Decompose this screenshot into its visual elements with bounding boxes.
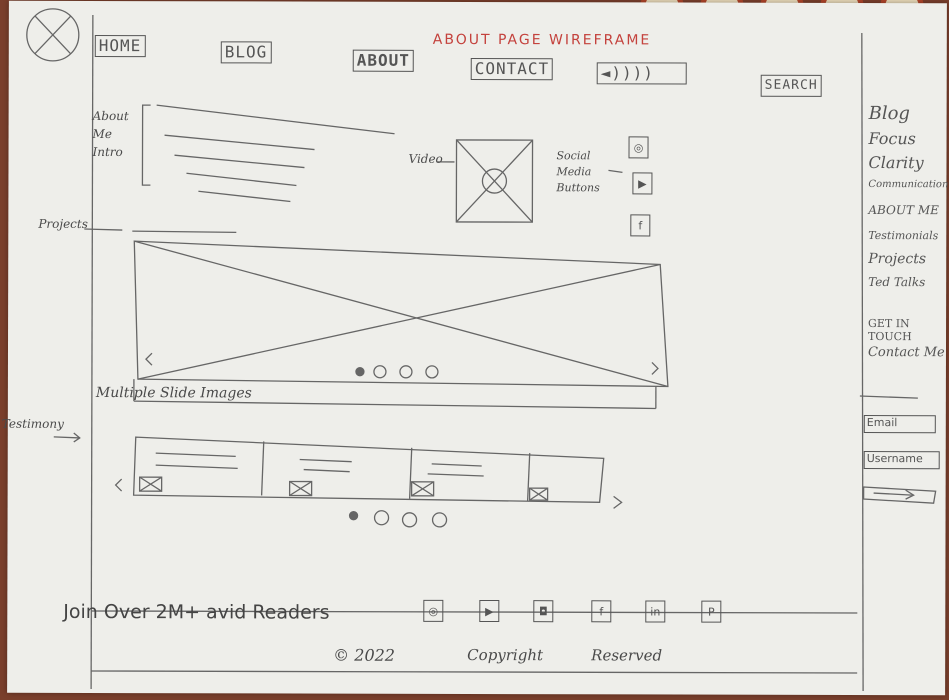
social-media-buttons-label: Social Media Buttons	[556, 149, 600, 195]
audio-speaker-button[interactable]: ◄))))	[596, 62, 687, 85]
pinterest-icon[interactable]: ◎	[628, 136, 649, 159]
sidebar-item-focus[interactable]: Focus	[868, 129, 916, 149]
reserved-text: Reserved	[591, 646, 663, 665]
sidebar-item-ted-talks[interactable]: Ted Talks	[868, 275, 926, 290]
copyright-year: © 2022	[333, 645, 396, 665]
testimony-label: Testimony	[1, 416, 64, 431]
sidebar-item-blog[interactable]: Blog	[868, 103, 910, 125]
copyright-text: Copyright	[467, 645, 544, 665]
video-label: Video	[408, 151, 443, 166]
pinterest-icon[interactable]: ◎	[423, 599, 444, 622]
nav-home-button[interactable]: HOME	[94, 34, 146, 58]
logo-placeholder	[26, 8, 80, 62]
get-in-touch-heading: GET IN TOUCH	[868, 317, 912, 344]
sidebar-item-about-me[interactable]: ABOUT ME	[868, 203, 939, 218]
email-input[interactable]: Email	[863, 415, 936, 434]
wireframe-sketch-lines	[26, 8, 937, 692]
sidebar-item-clarity[interactable]: Clarity	[868, 153, 924, 173]
nav-blog-button[interactable]: BLOG	[220, 41, 272, 64]
linkedin-icon[interactable]: in	[645, 600, 666, 623]
pinterest-p-icon[interactable]: P	[701, 600, 722, 623]
sidebar-item-projects[interactable]: Projects	[868, 251, 927, 268]
username-placeholder: Username	[866, 452, 923, 466]
facebook-icon[interactable]: f	[630, 214, 651, 237]
join-readers-text: Join Over 2M+ avid Readers	[63, 600, 330, 624]
facebook-icon[interactable]: f	[591, 600, 612, 623]
nav-about-button[interactable]: ABOUT	[352, 49, 414, 72]
username-input[interactable]: Username	[863, 451, 940, 470]
nav-contact-button[interactable]: CONTACT	[470, 57, 554, 81]
youtube-icon[interactable]: ▶	[479, 600, 500, 623]
instagram-icon[interactable]: ◘	[533, 600, 554, 623]
sidebar-item-testimonials[interactable]: Testimonials	[868, 229, 939, 243]
sidebar-item-contact-me[interactable]: Contact Me	[867, 345, 945, 361]
multiple-slide-images-label: Multiple Slide Images	[95, 385, 252, 402]
youtube-icon[interactable]: ▶	[632, 172, 653, 195]
projects-label: Projects	[38, 216, 88, 231]
page-title: ABOUT PAGE WIREFRAME	[432, 31, 652, 49]
search-label: SEARCH	[764, 77, 818, 93]
email-placeholder: Email	[866, 416, 898, 430]
search-button[interactable]: SEARCH	[760, 74, 822, 97]
about-me-intro-label: About Me Intro	[92, 108, 129, 160]
sidebar-item-communication[interactable]: Communication	[868, 179, 949, 191]
